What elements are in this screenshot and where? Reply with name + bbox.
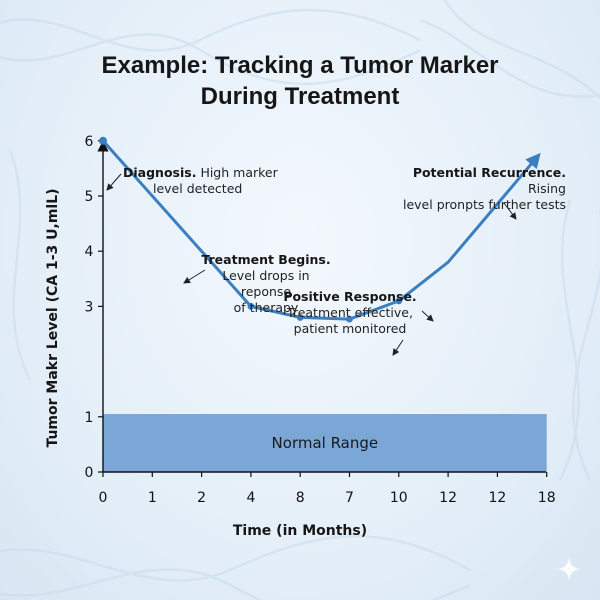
y-tick-label: 6 xyxy=(85,134,94,150)
x-tick-label: 10 xyxy=(390,490,408,506)
x-axis-ticks: 0 1 2 4 8 7 10 12 12 18 xyxy=(99,472,556,506)
y-tick-label: 0 xyxy=(85,465,94,481)
chart-title-line-2: During Treatment xyxy=(200,83,400,110)
response-annotation: Positive Response. Treatment effective, … xyxy=(280,289,420,337)
x-axis-label: Time (in Months) xyxy=(232,523,368,539)
x-tick-label: 12 xyxy=(439,490,457,506)
marker-level-line xyxy=(101,139,541,321)
data-point xyxy=(99,136,107,145)
y-tick-label: 4 xyxy=(85,244,94,260)
normal-range-label: Normal Range xyxy=(272,434,379,452)
x-tick-label: 2 xyxy=(197,490,206,506)
x-tick-label: 7 xyxy=(345,490,354,506)
diagnosis-annotation-arrow xyxy=(106,173,122,191)
sparkle-icon xyxy=(557,557,581,581)
response-annotation-text-2: patient monitored xyxy=(293,321,407,336)
data-point xyxy=(395,297,403,305)
y-axis-label: Tumor Makr Level (CA 1-3 U,mlL) xyxy=(45,188,61,448)
x-tick-label: 0 xyxy=(99,490,108,506)
x-tick-label: 8 xyxy=(296,490,305,506)
recurrence-annotation-arrow xyxy=(503,202,517,220)
x-tick-label: 12 xyxy=(488,490,506,506)
diagnosis-annotation: Diagnosis. High marker level detected xyxy=(123,165,278,197)
response-annotation-bold: Positive Response. xyxy=(283,289,417,304)
y-tick-label: 1 xyxy=(85,410,94,426)
response-annotation-text-1: Treatment effective, xyxy=(287,305,413,320)
treatment-annotation-text-1: Level drops in xyxy=(222,268,310,283)
x-tick-label: 4 xyxy=(246,490,255,506)
data-point xyxy=(346,315,353,323)
x-tick-label: 1 xyxy=(148,490,157,506)
chart-title: Example: Tracking a Tumor Marker During … xyxy=(0,50,600,112)
recurrence-annotation-text-2: level pronpts further tests xyxy=(403,197,566,212)
diagnosis-annotation-text-2: level detected xyxy=(153,181,243,196)
diagnosis-annotation-text: High marker xyxy=(200,165,278,180)
y-tick-label: 5 xyxy=(85,189,94,205)
response-annotation-arrow-2 xyxy=(392,339,404,356)
recurrence-annotation-bold: Potential Recurrence. xyxy=(412,165,566,180)
treatment-annotation-text-3: of therapy xyxy=(233,300,299,315)
treatment-annotation-bold: Treatment Begins. xyxy=(201,252,331,267)
data-point xyxy=(296,314,304,321)
diagnosis-annotation-bold: Diagnosis. xyxy=(123,165,197,180)
x-tick-label: 18 xyxy=(538,490,556,506)
normal-range-band xyxy=(103,414,547,472)
y-axis-ticks: 0 1 3 4 5 6 xyxy=(85,134,103,481)
treatment-annotation-arrow xyxy=(183,269,206,284)
recurrence-annotation-text: Rising xyxy=(527,181,566,196)
response-annotation-arrow xyxy=(421,310,434,322)
data-point xyxy=(247,303,255,310)
y-tick-label: 3 xyxy=(85,299,94,315)
marker-level-points xyxy=(99,136,403,323)
treatment-annotation: Treatment Begins. Level drops in reponse… xyxy=(196,252,336,316)
recurrence-annotation: Potential Recurrence. Rising level pronp… xyxy=(380,165,566,213)
chart-title-line-1: Example: Tracking a Tumor Marker xyxy=(101,52,499,79)
treatment-annotation-text-2: reponse xyxy=(240,284,292,299)
